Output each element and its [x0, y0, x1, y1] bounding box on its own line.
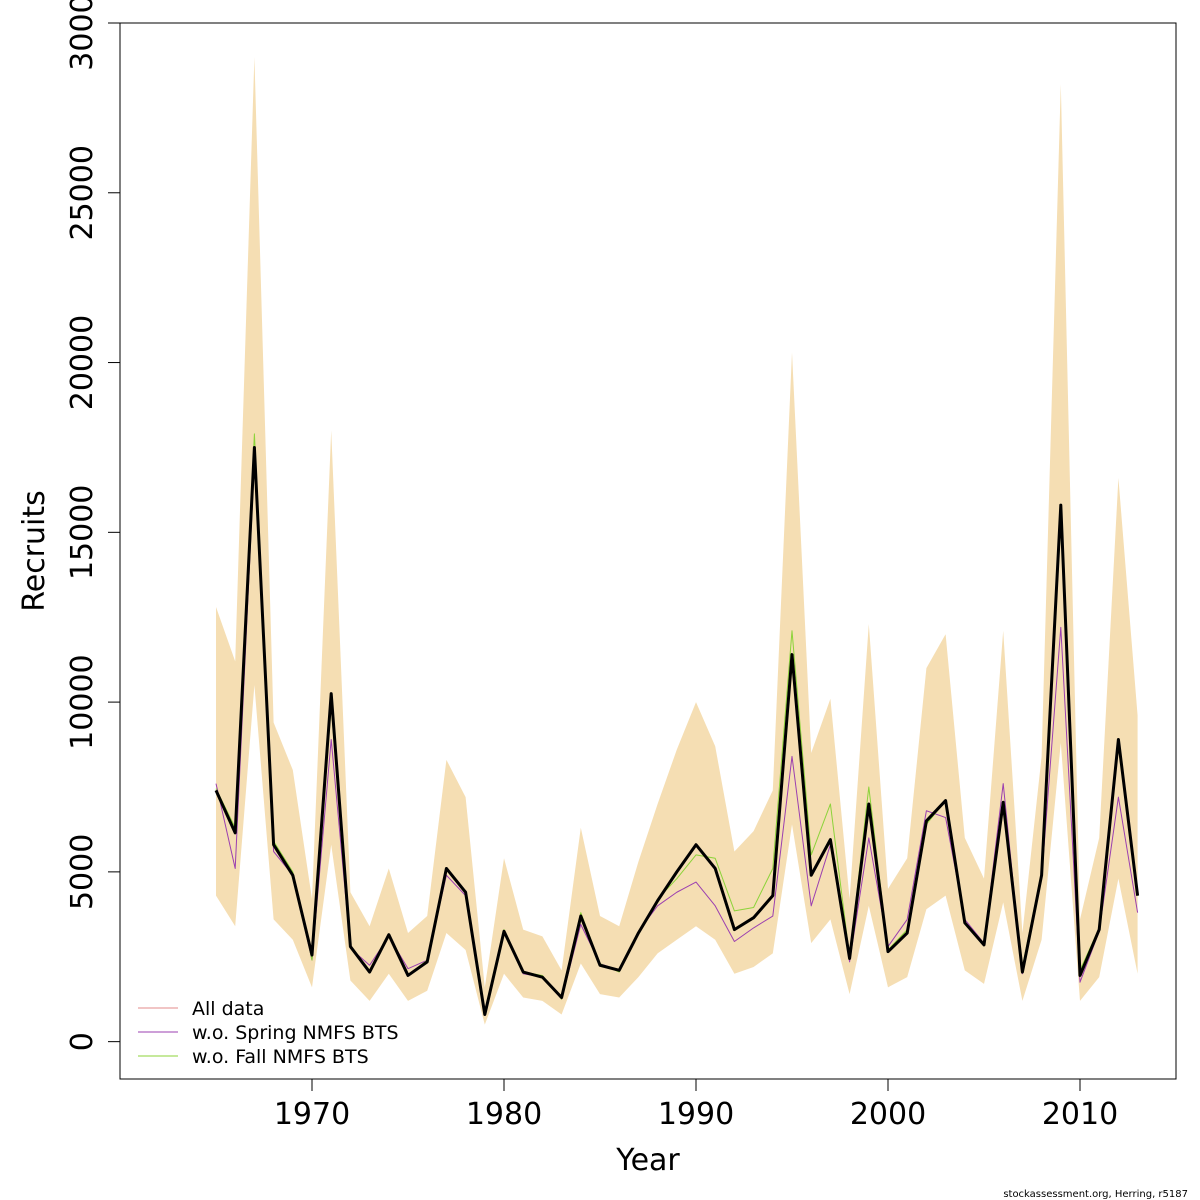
y-tick-label: 10000: [65, 654, 100, 749]
y-axis-title: Recruits: [17, 490, 52, 612]
x-tick-label: 1980: [466, 1097, 542, 1132]
series-line-estimate: [214, 445, 1140, 1016]
x-tick-label: 2010: [1042, 1097, 1118, 1132]
y-tick-label: 20000: [65, 315, 100, 410]
y-tick-label: 25000: [65, 145, 100, 240]
x-tick-label: 2000: [850, 1097, 926, 1132]
legend-label: w.o. Fall NMFS BTS: [192, 1046, 369, 1068]
x-tick-label: 1990: [658, 1097, 734, 1132]
credit-text: stockassessment.org, Herring, r5187: [1003, 1189, 1188, 1200]
y-tick-label: 30000: [65, 0, 100, 71]
x-axis: 1970 1980 1990 2000 2010: [274, 1078, 1118, 1132]
y-tick-label: 15000: [65, 485, 100, 580]
y-tick-label: 5000: [65, 834, 100, 910]
confidence-band: [216, 56, 1138, 1025]
y-axis: 0 5000 10000 15000 20000 25000 30000: [65, 0, 121, 1051]
x-axis-title: Year: [615, 1143, 680, 1178]
legend-label: w.o. Spring NMFS BTS: [192, 1022, 399, 1044]
legend-label: All data: [192, 998, 264, 1020]
y-tick-label: 0: [65, 1032, 100, 1051]
series-layer: [214, 433, 1140, 1016]
x-tick-label: 1970: [274, 1097, 350, 1132]
confidence-band-layer: [216, 56, 1138, 1025]
